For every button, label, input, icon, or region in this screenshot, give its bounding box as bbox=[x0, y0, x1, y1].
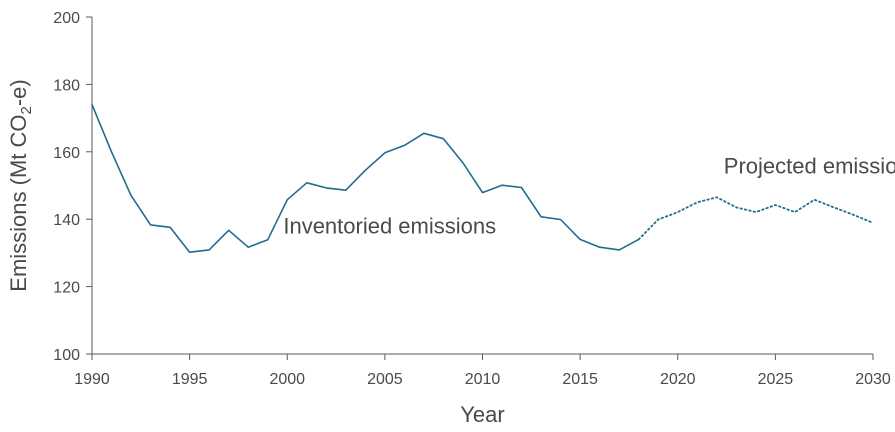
x-tick-label: 2020 bbox=[660, 371, 696, 388]
series-labels: Inventoried emissions Projected emissions bbox=[283, 154, 895, 239]
y-tick-label: 180 bbox=[53, 77, 80, 94]
series-line-projected bbox=[637, 196, 874, 241]
x-tick-label: 2010 bbox=[465, 371, 501, 388]
x-tick-label: 1995 bbox=[172, 371, 208, 388]
x-tick-label: 2005 bbox=[367, 371, 403, 388]
y-axis-title-part-3: -e) bbox=[6, 79, 31, 106]
y-axis-title-subscript: 2 bbox=[18, 106, 35, 114]
y-ticks: 100 120 140 160 180 200 bbox=[53, 10, 92, 364]
y-axis-title-part-1: Emissions (Mt CO bbox=[6, 114, 31, 291]
y-axis-title: Emissions (Mt CO2-e) bbox=[6, 79, 35, 291]
x-ticks: 1990 1995 2000 2005 2010 2015 2020 2025 2030 bbox=[74, 354, 891, 388]
y-tick-label: 160 bbox=[53, 145, 80, 162]
y-tick-label: 120 bbox=[53, 280, 80, 297]
x-tick-label: 2025 bbox=[758, 371, 794, 388]
y-tick-label: 200 bbox=[53, 10, 80, 27]
axes bbox=[91, 17, 873, 355]
series-label-projected: Projected emissions bbox=[724, 154, 895, 179]
x-axis-title: Year bbox=[460, 402, 504, 427]
y-tick-label: 140 bbox=[53, 212, 80, 229]
x-tick-label: 2000 bbox=[269, 371, 305, 388]
x-tick-label: 2030 bbox=[855, 371, 891, 388]
y-tick-label: 100 bbox=[53, 347, 80, 364]
series-label-inventoried: Inventoried emissions bbox=[283, 213, 496, 238]
x-tick-label: 2015 bbox=[562, 371, 598, 388]
x-tick-label: 1990 bbox=[74, 371, 110, 388]
series-layer bbox=[91, 103, 874, 253]
series-line-inventoried bbox=[91, 103, 640, 253]
